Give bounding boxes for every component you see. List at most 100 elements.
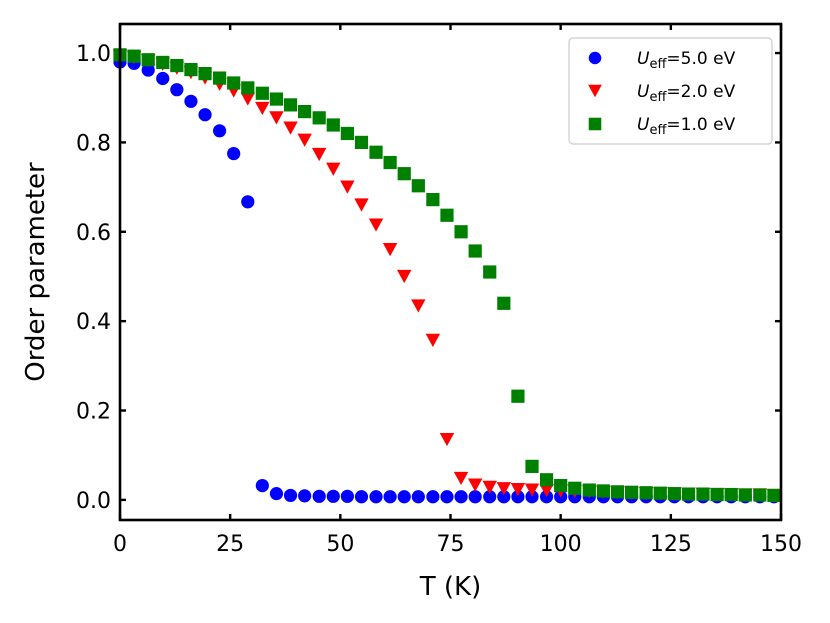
data-point — [369, 145, 383, 159]
data-point — [241, 195, 255, 209]
data-point — [156, 71, 170, 86]
series-3 — [113, 48, 781, 503]
data-point — [312, 489, 326, 503]
data-point — [227, 76, 241, 90]
legend-marker — [588, 51, 602, 65]
data-point — [326, 118, 340, 132]
y-tick-label: 0.8 — [76, 131, 111, 156]
data-point — [311, 147, 327, 162]
data-point — [483, 490, 497, 504]
legend-entry: Ueff=1.0 eV — [588, 115, 736, 138]
data-point — [454, 225, 468, 239]
data-point — [227, 146, 241, 161]
data-point — [368, 218, 384, 232]
data-point — [255, 86, 269, 100]
y-tick-label: 0.6 — [76, 221, 111, 246]
data-point — [127, 49, 141, 63]
data-point — [440, 490, 454, 504]
data-point — [610, 485, 625, 499]
data-point — [255, 101, 270, 116]
y-tick-label: 0.2 — [76, 400, 111, 425]
data-point — [425, 333, 441, 347]
data-point — [497, 490, 511, 504]
data-point — [468, 244, 482, 258]
data-point — [483, 265, 497, 279]
legend-marker — [588, 84, 602, 98]
x-tick-label: 100 — [540, 532, 582, 557]
data-point — [184, 94, 198, 108]
plot-frame — [118, 22, 783, 522]
data-point — [326, 162, 341, 176]
data-point — [269, 487, 284, 501]
data-point — [156, 55, 170, 70]
data-point — [269, 92, 284, 106]
x-tick-label: 125 — [650, 532, 692, 557]
data-point — [340, 180, 355, 194]
y-axis-label: Order parameter — [21, 162, 51, 382]
data-point — [340, 126, 354, 141]
data-point — [383, 155, 397, 170]
data-point — [184, 62, 198, 77]
data-point — [511, 490, 525, 504]
data-point — [283, 121, 298, 135]
data-point — [383, 490, 397, 504]
x-tick-label: 0 — [113, 532, 127, 557]
data-point — [453, 471, 469, 486]
tick-layer: 0 25 50 75 100 125 150 0.0 0.2 0.4 0.6 0.8 1.0 — [76, 24, 802, 557]
data-point — [170, 83, 184, 97]
data-point — [141, 63, 155, 77]
data-point — [467, 478, 483, 492]
data-point — [496, 482, 512, 496]
data-point — [354, 135, 369, 150]
data-point — [297, 133, 312, 147]
x-tick-label: 50 — [326, 532, 354, 557]
data-point — [326, 489, 340, 503]
data-point — [639, 486, 653, 500]
data-point — [468, 490, 482, 504]
data-point — [340, 489, 354, 503]
data-point — [738, 488, 752, 502]
data-point — [255, 478, 269, 493]
legend: Ueff=5.0 eV Ueff=2.0 eV Ueff=1.0 eV — [568, 37, 773, 145]
data-point — [426, 490, 440, 504]
data-point — [482, 480, 497, 494]
y-tick-label: 0.0 — [76, 489, 111, 514]
data-point — [568, 481, 582, 495]
data-point — [411, 179, 425, 193]
legend-box — [568, 37, 773, 145]
legend-label: Ueff=1.0 eV — [637, 115, 736, 138]
data-point — [439, 432, 455, 447]
data-point — [525, 490, 539, 504]
data-point — [454, 490, 468, 504]
data-point — [510, 483, 526, 497]
data-point — [212, 71, 227, 85]
data-point — [426, 193, 440, 207]
data-point — [240, 92, 255, 106]
data-point — [539, 473, 554, 487]
data-point — [354, 490, 369, 504]
data-point — [198, 67, 212, 81]
y-tick-label: 1.0 — [76, 42, 111, 67]
series-layer — [112, 48, 782, 504]
legend-label: Ueff=5.0 eV — [637, 49, 736, 72]
data-point — [354, 198, 369, 212]
data-point — [382, 243, 398, 257]
data-point — [269, 111, 284, 125]
data-point — [241, 81, 255, 95]
data-point — [625, 485, 639, 499]
data-point — [753, 488, 767, 502]
data-point — [582, 483, 596, 497]
data-point — [653, 486, 667, 500]
data-point — [681, 487, 696, 501]
y-tick-label: 0.4 — [76, 310, 111, 335]
data-point — [397, 269, 412, 284]
data-point — [539, 483, 554, 498]
data-point — [369, 490, 383, 504]
x-tick-label: 150 — [760, 532, 802, 557]
data-point — [170, 58, 184, 73]
legend-label: Ueff=2.0 eV — [637, 82, 736, 105]
data-point — [312, 111, 326, 125]
legend-marker — [588, 117, 602, 131]
legend-entry: Ueff=5.0 eV — [588, 49, 736, 72]
